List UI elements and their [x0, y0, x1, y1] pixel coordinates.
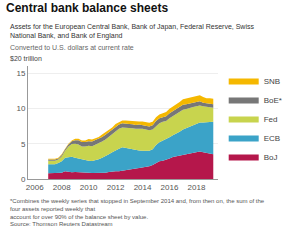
svg-text:2018: 2018: [188, 183, 206, 192]
svg-text:0: 0: [21, 175, 26, 184]
svg-text:10: 10: [16, 104, 25, 113]
svg-text:2006: 2006: [26, 183, 44, 192]
svg-text:ECB: ECB: [264, 134, 280, 143]
svg-text:*Combines the weekly series th: *Combines the weekly series that stopped…: [10, 198, 265, 227]
svg-text:2014: 2014: [134, 183, 152, 192]
svg-text:Converted to U.S. dollars at c: Converted to U.S. dollars at current rat…: [10, 44, 134, 51]
svg-text:2010: 2010: [80, 183, 98, 192]
svg-text:Central bank balance sheets: Central bank balance sheets: [6, 1, 168, 15]
svg-text:Assets for the European Centra: Assets for the European Central Bank, Ba…: [10, 23, 254, 40]
svg-text:SNB: SNB: [264, 77, 280, 86]
svg-text:2012: 2012: [107, 183, 125, 192]
svg-text:15: 15: [16, 69, 25, 78]
svg-text:BoJ: BoJ: [264, 153, 278, 162]
svg-text:Fed: Fed: [264, 115, 278, 124]
svg-text:$20 trillion: $20 trillion: [10, 55, 42, 62]
svg-text:2016: 2016: [161, 183, 179, 192]
svg-text:BoE*: BoE*: [264, 96, 282, 105]
svg-text:5: 5: [21, 139, 26, 148]
svg-text:2008: 2008: [53, 183, 71, 192]
